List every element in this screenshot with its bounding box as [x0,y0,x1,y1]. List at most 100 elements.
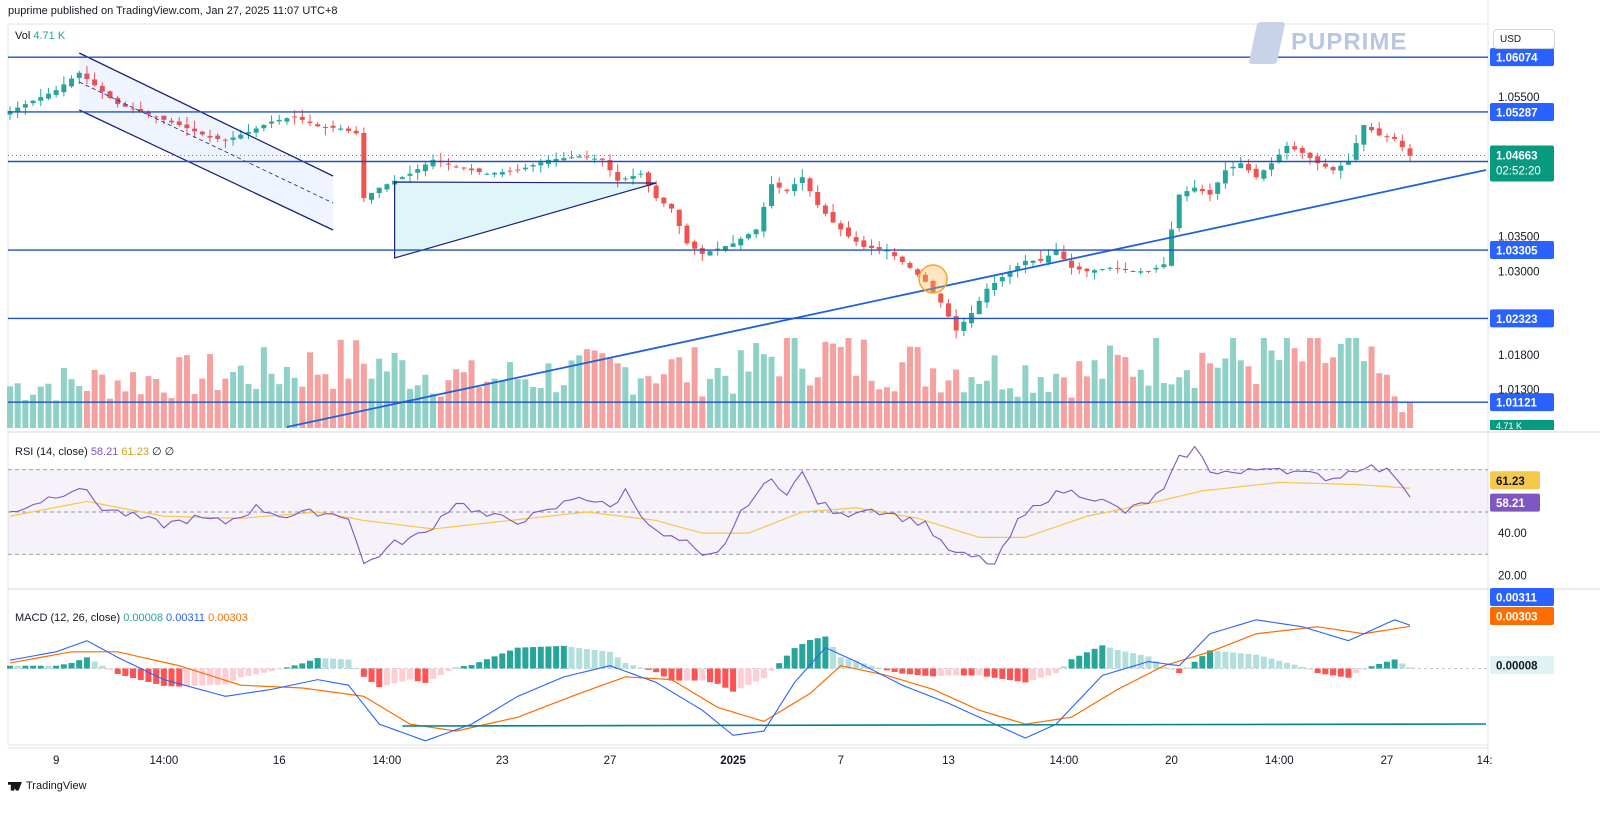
candle-body [1253,168,1259,178]
macd-histogram-bar [976,668,983,676]
candle-body [799,177,805,184]
candle-body [238,134,244,139]
candle-body [492,172,498,175]
volume-bar [730,393,737,428]
volume-bar [999,389,1006,428]
candle-body [153,116,159,118]
candle-body [92,79,98,86]
price-tag-label: 1.02323 [1496,314,1538,326]
time-tick-label: 14:00 [149,755,178,767]
volume-bar [799,368,806,428]
candle-body [407,173,413,176]
rsi-tick-label: 40.00 [1498,528,1527,540]
candle-body [769,184,775,207]
volume-bar [1283,338,1290,428]
candle-body [645,172,651,186]
last-price-tag-bg [1490,145,1554,182]
macd-histogram-bar [922,668,929,676]
candle-body [661,197,667,204]
volume-bar [1014,396,1021,428]
macd-histogram-bar [376,668,383,688]
tradingview-label: TradingView [26,780,87,792]
volume-bar [1314,338,1321,428]
volume-bar [468,360,475,428]
candle-body [253,128,259,133]
macd-histogram-bar [7,665,13,669]
volume-bar [1160,383,1167,428]
candle-body [1007,271,1013,277]
signal-value: 0.00303 [208,612,248,624]
macd-histogram-bar [222,668,229,685]
volume-bar [1376,373,1383,428]
volume-bar [1030,392,1037,428]
candle-body [499,172,505,175]
volume-bar [37,386,44,428]
macd-histogram-bar [583,649,590,669]
macd-histogram-bar [260,668,267,673]
macd-histogram-bar [1183,667,1190,669]
bar-countdown-label: 02:52:20 [1496,165,1541,177]
volume-bar [1007,388,1013,428]
candle-body [353,130,359,134]
macd-histogram-bar [60,664,67,669]
volume-bar [122,391,129,428]
volume-bar [114,380,121,428]
volume-bar [537,387,544,428]
macd-histogram-bar [445,668,452,672]
candle-body [84,73,90,80]
macd-histogram-bar [899,668,906,674]
candle-body [830,212,836,223]
volume-bar [491,378,498,428]
volume-bar [76,386,83,428]
volume-bar [453,369,460,428]
macd-histogram-bar [645,668,652,670]
candle-body [284,118,290,122]
macd-histogram-bar [683,668,690,681]
volume-bar [283,367,290,428]
currency-selector[interactable]: USD [1493,29,1555,49]
candle-body [269,121,275,124]
macd-histogram-bar [914,668,921,675]
macd-histogram-bar [799,644,806,669]
candle-body [315,124,321,127]
volume-bar [1276,360,1283,428]
candle-body [261,125,267,129]
candle-body [169,120,175,123]
macd-histogram-bar [907,668,913,675]
volume-bar [1407,402,1413,428]
volume-bar [299,386,306,428]
candle-body [692,241,698,249]
candle-body [1076,266,1082,270]
volume-bar [353,340,360,428]
macd-histogram-bar [614,657,621,669]
candle-body [1184,191,1190,197]
volume-bar [237,365,244,428]
macd-histogram-bar [107,668,113,670]
candle-body [569,157,575,159]
volume-bar [1353,338,1360,428]
macd-histogram-bar [1122,651,1129,669]
volume-bar [345,378,352,428]
price-tag-bg [1490,241,1554,260]
volume-bar [1330,357,1337,428]
macd-histogram-bar [1045,668,1052,676]
candle-body [1269,163,1275,170]
volume-bar [214,389,221,428]
candle-body [622,178,628,180]
time-tick-label: 13 [942,755,955,767]
candle-body [1284,145,1290,154]
macd-histogram-bar [1199,656,1206,669]
candle-body [1307,152,1313,159]
volume-bar [668,359,675,428]
volume-bar [660,374,667,428]
volume-bar [707,378,713,428]
macd-histogram-bar [230,668,237,681]
macd-histogram-bar [160,668,167,686]
volume-bar [899,362,906,428]
candle-body [1130,270,1136,272]
volume-bar [1199,352,1206,428]
macd-tag-bg [1490,656,1554,674]
candle-body [869,245,875,249]
macd-histogram-bar [283,667,290,669]
